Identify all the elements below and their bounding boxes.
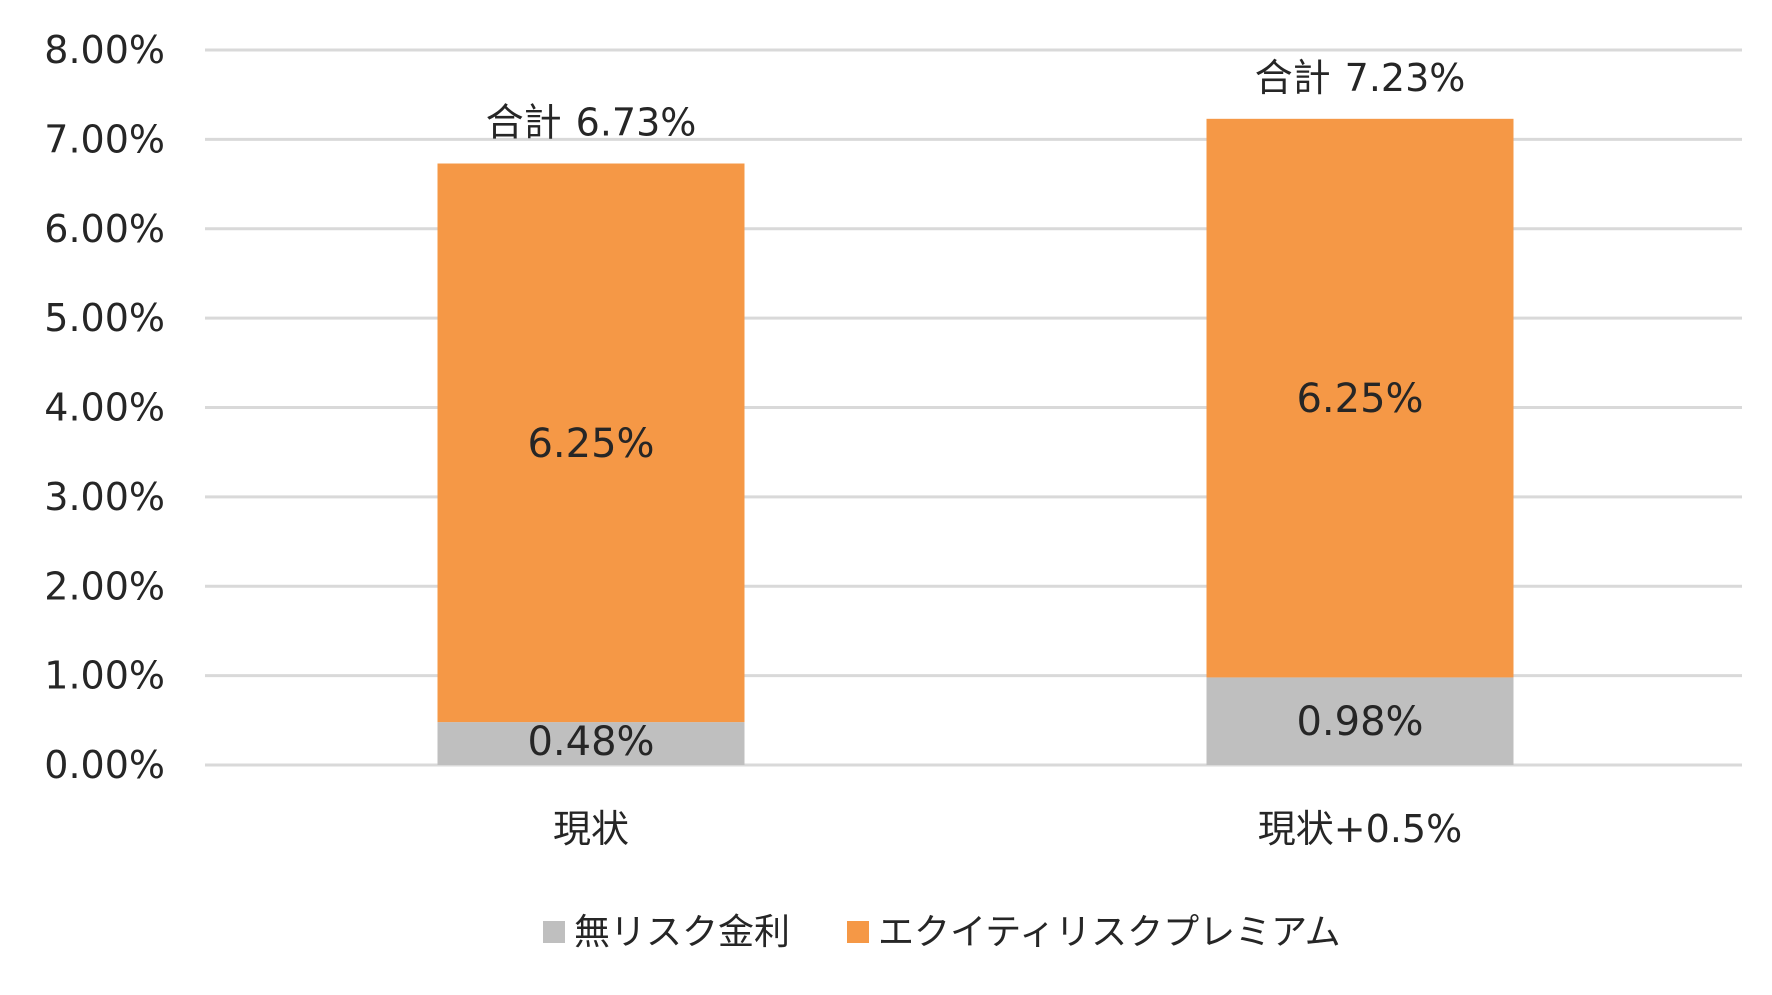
y-tick-label: 8.00% <box>44 28 165 72</box>
bar-segment-equity-risk-premium <box>1206 118 1514 678</box>
total-value: 7.23% <box>1345 56 1466 100</box>
legend-swatch <box>847 921 869 943</box>
x-category-label: 現状+0.5% <box>1258 807 1462 851</box>
legend: 無リスク金利 エクイティリスクプレミアム <box>543 912 1341 953</box>
x-category-label: 現状 <box>553 807 629 851</box>
data-label: 6.25% <box>1296 376 1423 422</box>
y-axis-tick-labels: 0.00% 1.00% 2.00% 3.00% 4.00% 5.00% 6.00% 7.00%… <box>44 28 165 787</box>
bar-segment-risk-free-rate <box>437 722 745 765</box>
y-tick-label: 6.00% <box>44 207 165 251</box>
y-tick-label: 1.00% <box>44 654 165 698</box>
total-prefix: 合計 <box>486 101 562 145</box>
y-tick-label: 3.00% <box>44 475 165 519</box>
y-tick-label: 0.00% <box>44 743 165 787</box>
data-labels: 0.48% 6.25% 合計 6.73% 0.98% 6.25% 合計 7.23% <box>486 56 1466 765</box>
x-axis-category-labels: 現状 現状+0.5% <box>553 807 1462 851</box>
total-prefix: 合計 <box>1255 56 1331 100</box>
legend-label: エクイティリスクプレミアム <box>878 912 1341 953</box>
data-label: 0.48% <box>527 719 654 765</box>
data-label: 0.98% <box>1296 699 1423 745</box>
y-tick-label: 5.00% <box>44 296 165 340</box>
total-value: 6.73% <box>576 101 697 145</box>
total-label: 合計 7.23% <box>1255 56 1466 100</box>
bar-segment-equity-risk-premium <box>437 163 745 723</box>
data-label: 6.25% <box>527 421 654 467</box>
legend-label: 無リスク金利 <box>574 912 790 953</box>
y-tick-label: 2.00% <box>44 564 165 608</box>
bar-segment-risk-free-rate <box>1206 677 1514 765</box>
bars <box>437 118 1514 765</box>
legend-swatch <box>543 921 565 943</box>
y-tick-label: 7.00% <box>44 117 165 161</box>
y-tick-label: 4.00% <box>44 386 165 430</box>
total-label: 合計 6.73% <box>486 101 697 145</box>
